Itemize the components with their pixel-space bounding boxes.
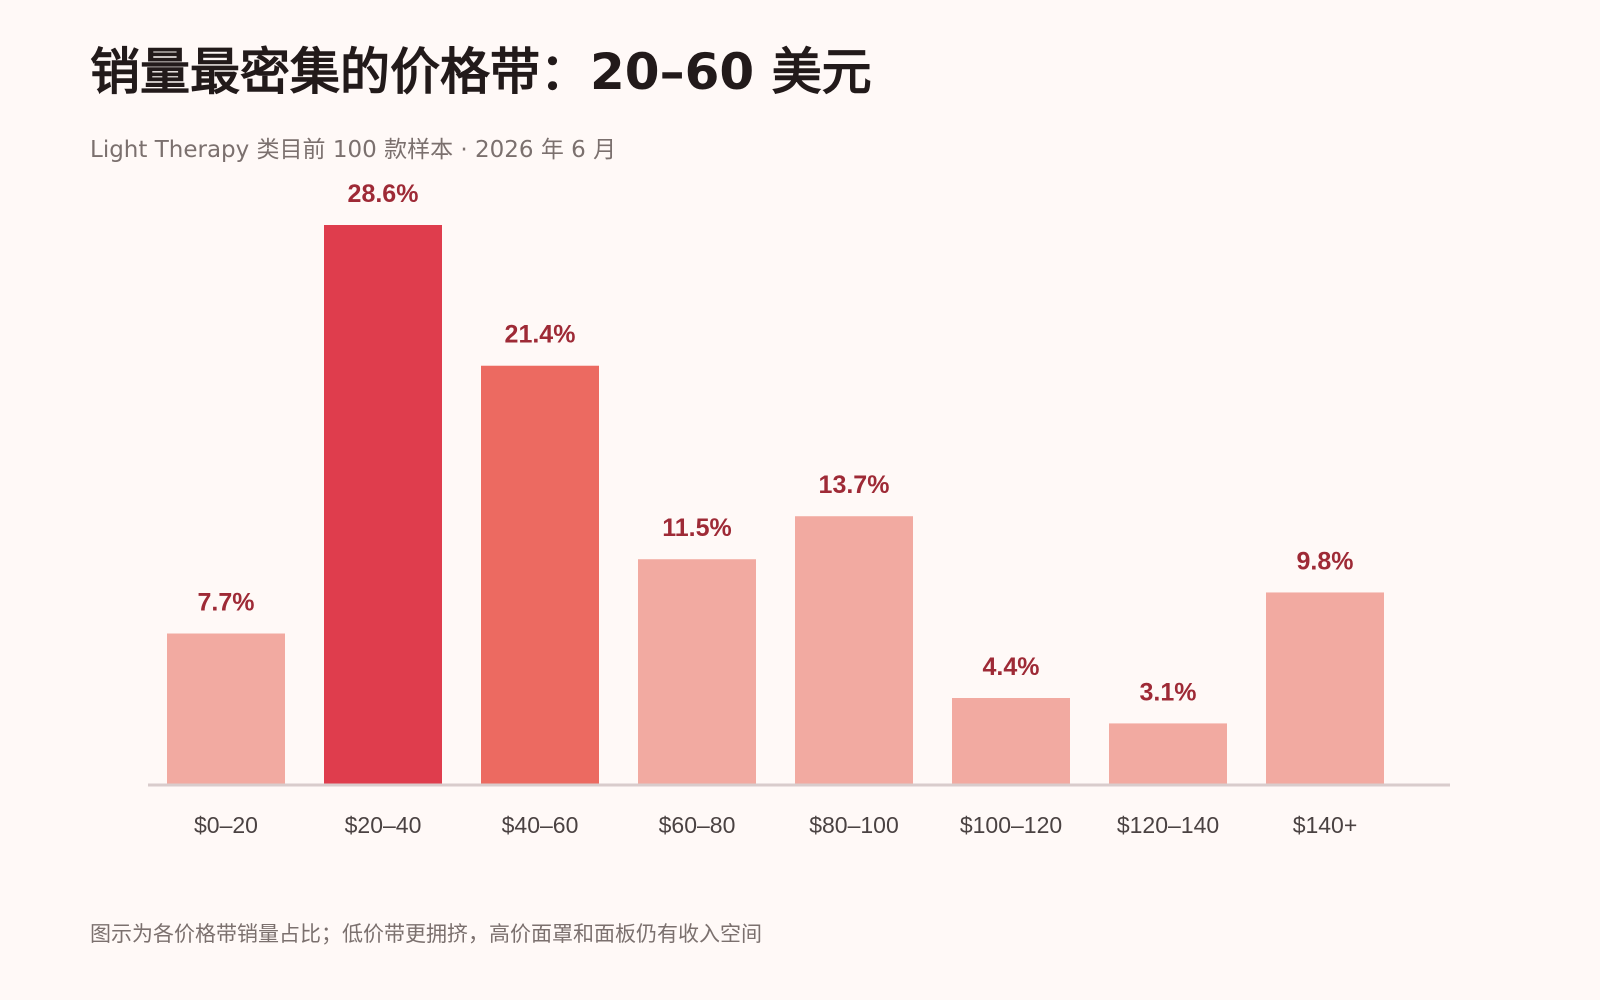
category-label-2: $20–40 (345, 812, 422, 838)
bar-1 (167, 633, 285, 784)
value-label-5: 13.7% (819, 471, 890, 499)
category-label-3: $40–60 (502, 812, 579, 838)
bar-5 (795, 516, 913, 784)
value-label-3: 21.4% (505, 321, 576, 349)
chart-title: 销量最密集的价格带：20–60 美元 (90, 43, 872, 101)
bar-8 (1266, 592, 1384, 784)
value-labels-layer: 7.7% 28.6% 21.4% 11.5% 13.7% 4.4% 3.1% 9.8% (198, 180, 1354, 706)
bar-6 (952, 698, 1070, 784)
chart-subtitle: Light Therapy 类目前 100 款样本 · 2026 年 6 月 (90, 137, 617, 163)
category-label-5: $80–100 (809, 812, 899, 838)
category-label-8: $140+ (1293, 812, 1358, 838)
value-label-6: 4.4% (983, 653, 1040, 681)
value-label-4: 11.5% (662, 514, 732, 542)
bar-4 (638, 559, 756, 784)
value-label-2: 28.6% (348, 180, 419, 208)
value-label-1: 7.7% (198, 589, 255, 617)
bar-2 (324, 225, 442, 784)
value-label-8: 9.8% (1297, 547, 1354, 575)
category-label-1: $0–20 (194, 812, 258, 838)
category-label-4: $60–80 (659, 812, 736, 838)
bars-layer (167, 225, 1384, 784)
category-label-6: $100–120 (960, 812, 1062, 838)
category-label-7: $120–140 (1117, 812, 1219, 838)
bar-7 (1109, 723, 1227, 784)
bar-3 (481, 365, 599, 784)
chart-footnote: 图示为各价格带销量占比；低价带更拥挤，高价面罩和面板仍有收入空间 (90, 922, 762, 946)
category-labels-layer: $0–20 $20–40 $40–60 $60–80 $80–100 $100–120 $1… (194, 812, 1357, 838)
value-label-7: 3.1% (1140, 678, 1197, 706)
